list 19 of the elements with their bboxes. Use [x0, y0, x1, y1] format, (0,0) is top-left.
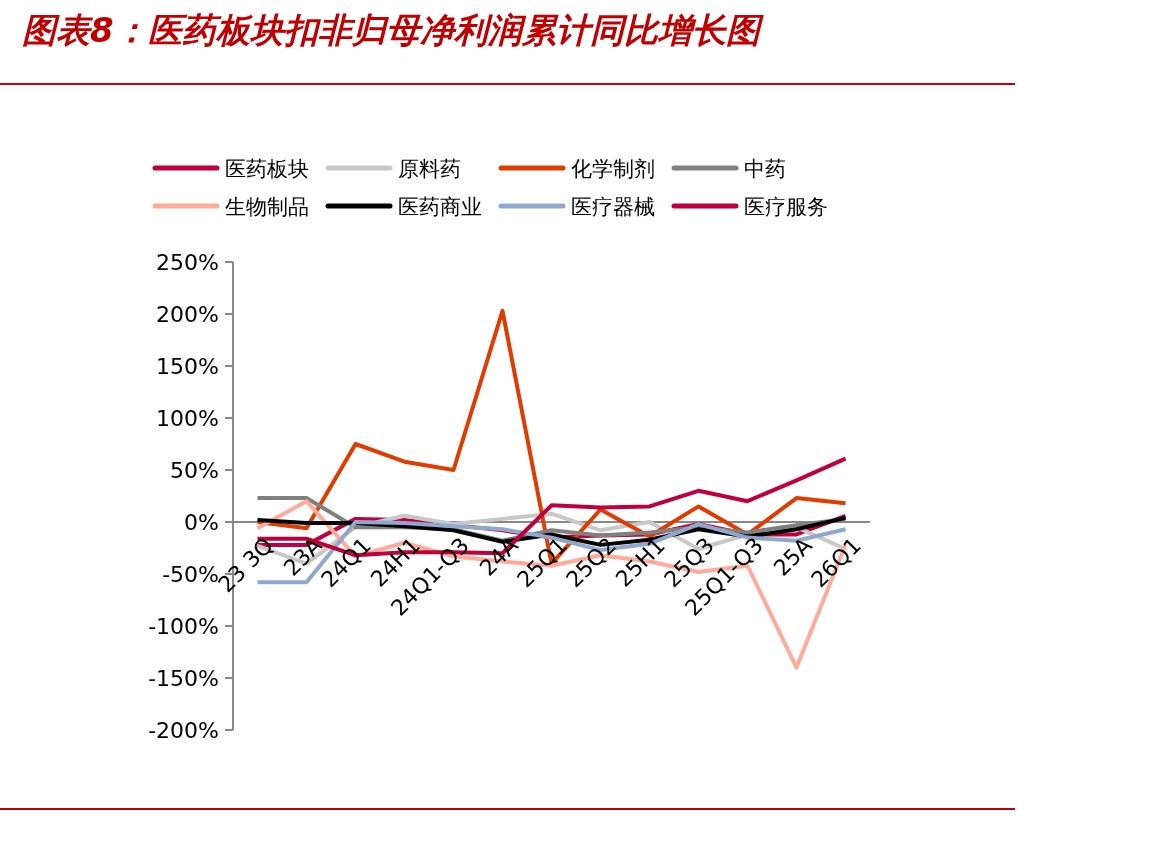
y-tick-label: 0% — [184, 509, 219, 535]
legend-label: 医疗器械 — [571, 195, 655, 219]
y-tick-label: -150% — [148, 665, 219, 691]
y-tick-label: 100% — [156, 405, 219, 431]
legend-label: 化学制剂 — [571, 157, 655, 181]
legend-label: 生物制品 — [225, 195, 309, 219]
legend-label: 医药板块 — [225, 157, 309, 181]
legend-label: 中药 — [744, 157, 786, 181]
legend-label: 医疗服务 — [744, 195, 828, 219]
legend-label: 医药商业 — [398, 195, 482, 219]
legend-label: 原料药 — [398, 157, 461, 181]
y-tick-label: -100% — [148, 613, 219, 639]
y-tick-label: 150% — [156, 353, 219, 379]
y-tick-label: 250% — [156, 249, 219, 275]
y-tick-label: -50% — [162, 561, 219, 587]
chart-title: 图表8：医药板块扣非归母净利润累计同比增长图 — [22, 10, 764, 50]
y-tick-label: 200% — [156, 301, 219, 327]
y-tick-label: 50% — [170, 457, 219, 483]
y-tick-label: -200% — [148, 717, 219, 743]
